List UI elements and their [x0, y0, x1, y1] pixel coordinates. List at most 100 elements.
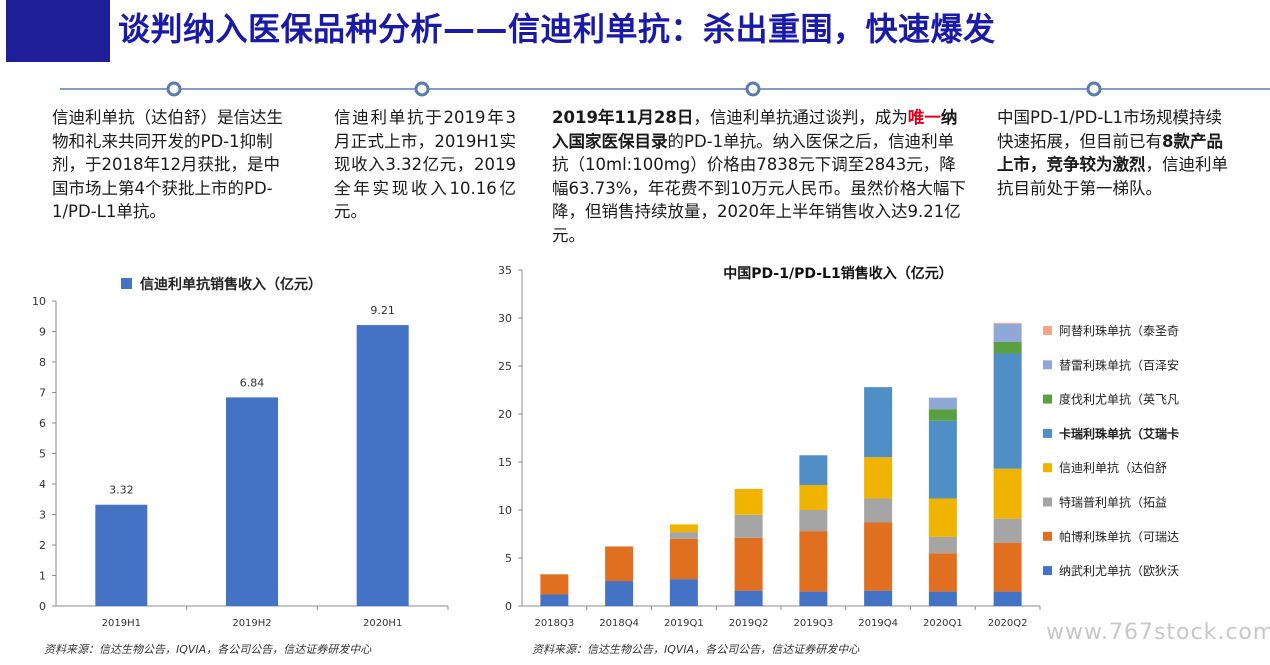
bar-segment-2020Q1	[928, 553, 957, 592]
legend-swatch	[1043, 531, 1052, 541]
y-tick-label: 5	[505, 552, 512, 565]
bar-segment-2020Q1	[928, 536, 957, 554]
bar-2019H1	[95, 504, 148, 606]
timeline-node-4	[1086, 81, 1102, 97]
timeline-node-1	[166, 81, 182, 97]
bar-segment-2019Q4	[864, 522, 893, 591]
column-1-text: 信迪利单抗（达伯舒）是信达生物和礼来共同开发的PD-1抑制剂，于2018年12月…	[52, 108, 283, 221]
legend-swatch	[121, 278, 132, 289]
x-tick-label: 2020Q2	[988, 618, 1028, 629]
y-tick-label: 2	[39, 539, 46, 552]
bar-segment-2020Q2	[993, 323, 1022, 342]
bar-2020H1	[356, 325, 409, 606]
column-3-text: 2019年11月28日，信迪利单抗通过谈判，成为唯一纳入国家医保目录的PD-1单…	[552, 108, 966, 245]
bar-segment-2020Q2	[993, 518, 1022, 543]
bar-segment-2020Q1	[928, 397, 957, 410]
legend-label: 卡瑞利珠单抗（艾瑞卡	[1059, 426, 1179, 441]
bar-segment-2019Q2	[734, 590, 763, 606]
bar-segment-2020Q1	[928, 409, 957, 421]
x-tick-label: 2019Q2	[729, 618, 769, 629]
bar-segment-2019Q3	[799, 531, 828, 592]
bar-segment-2019Q1	[669, 524, 698, 533]
y-tick-label: 8	[39, 356, 46, 369]
legend-label: 帕博利珠单抗（可瑞达	[1059, 529, 1179, 544]
y-tick-label: 0	[39, 600, 46, 613]
bar-segment-2018Q4	[605, 581, 634, 606]
bar-segment-2019Q3	[799, 455, 828, 486]
bar-segment-2018Q3	[540, 594, 569, 606]
y-tick-label: 10	[498, 504, 512, 517]
legend-swatch	[1043, 360, 1052, 370]
bar-segment-2018Q4	[605, 546, 634, 582]
legend-label: 度伐利尤单抗（英飞凡	[1059, 392, 1179, 407]
legend-label: 信迪利单抗（达伯舒	[1059, 460, 1167, 475]
column-4-text: 中国PD-1/PD-L1市场规模持续快速拓展，但目前已有8款产品上市，竞争较为激…	[997, 108, 1228, 198]
bar-segment-2018Q3	[540, 574, 569, 595]
legend-swatch	[1043, 497, 1052, 507]
legend-label: 信迪利单抗销售收入（亿元）	[140, 276, 322, 293]
x-tick-label: 2019H1	[102, 618, 141, 629]
bar-segment-2019Q4	[864, 498, 893, 523]
x-tick-label: 2019H2	[232, 618, 271, 629]
data-label: 6.84	[240, 376, 265, 389]
bar-segment-2019Q2	[734, 514, 763, 538]
bar-segment-2020Q2	[993, 591, 1022, 606]
y-tick-label: 1	[39, 570, 46, 583]
bar-segment-2019Q3	[799, 591, 828, 606]
column-2-text: 信迪利单抗于2019年3月正式上市，2019H1实现收入3.32亿元，2019全…	[334, 108, 516, 221]
legend-label: 替雷利珠单抗（百泽安	[1059, 357, 1179, 372]
bar-segment-2019Q2	[734, 537, 763, 591]
bar-segment-2019Q3	[799, 510, 828, 532]
bar-segment-2019Q1	[669, 532, 698, 539]
y-tick-label: 0	[505, 600, 512, 613]
bar-segment-2020Q1	[928, 498, 957, 537]
legend-label: 纳武利尤单抗（欧狄沃	[1059, 563, 1179, 578]
bar-segment-2019Q2	[734, 488, 763, 515]
bar-segment-2019Q1	[669, 579, 698, 606]
bar-segment-2019Q4	[864, 457, 893, 499]
y-tick-label: 15	[498, 456, 512, 469]
x-tick-label: 2018Q3	[535, 618, 575, 629]
y-tick-label: 10	[32, 295, 46, 308]
sintilimab-revenue-chart: 0 1 2 3 4 5 6 7 8 9 10 3.32 2019H1 6.84 2019H2 9.21 2020…	[32, 276, 449, 629]
y-tick-label: 4	[39, 478, 46, 491]
legend-swatch	[1043, 394, 1052, 404]
legend-swatch	[1043, 463, 1052, 473]
bar-segment-2019Q3	[799, 485, 828, 510]
y-tick-label: 6	[39, 417, 46, 430]
timeline	[60, 81, 1270, 97]
pd1-market-revenue-chart: 中国PD-1/PD-L1销售收入（亿元） 0 5 10 15 20 25 30 35 2018Q3…	[498, 264, 1179, 629]
legend-label: 阿替利珠单抗（泰圣奇	[1059, 323, 1179, 338]
page-title: 谈判纳入医保品种分析——信迪利单抗：杀出重围，快速爆发	[118, 10, 996, 48]
timeline-node-2	[414, 81, 430, 97]
bar-segment-2020Q2	[993, 353, 1022, 469]
legend-swatch	[1043, 326, 1052, 335]
y-tick-label: 25	[498, 360, 512, 373]
y-tick-label: 30	[498, 312, 512, 325]
column-3-highlight: 唯一	[907, 108, 941, 127]
x-tick-label: 2019Q1	[664, 618, 704, 629]
bar-segment-2019Q1	[669, 538, 698, 580]
chart-title: 中国PD-1/PD-L1销售收入（亿元）	[723, 265, 952, 282]
x-tick-label: 2018Q4	[599, 618, 639, 629]
watermark: www.767stock.com	[1046, 620, 1270, 645]
bar-segment-2020Q2	[993, 468, 1022, 519]
x-tick-label: 2019Q3	[794, 618, 834, 629]
data-label: 9.21	[370, 304, 395, 317]
y-tick-label: 5	[39, 448, 46, 461]
data-label: 3.32	[109, 484, 134, 497]
bar-segment-2020Q2	[993, 542, 1022, 592]
bar-2019H2	[226, 397, 278, 606]
x-tick-label: 2020H1	[363, 618, 402, 629]
bar-segment-2019Q4	[864, 387, 893, 458]
bar-segment-2020Q1	[928, 591, 957, 606]
bar-segment-2019Q4	[864, 590, 893, 606]
y-tick-label: 7	[39, 387, 46, 400]
column-3-date: 2019年11月28日	[552, 108, 694, 127]
bar-segment-2020Q2	[993, 342, 1022, 354]
source-note-right: 资料来源：信达生物公告，IQVIA，各公司公告，信达证券研发中心	[532, 643, 860, 656]
x-tick-label: 2019Q4	[858, 618, 898, 629]
y-tick-label: 35	[498, 264, 512, 277]
legend-label: 特瑞普利单抗（拓益	[1059, 495, 1167, 510]
timeline-node-3	[745, 81, 761, 97]
